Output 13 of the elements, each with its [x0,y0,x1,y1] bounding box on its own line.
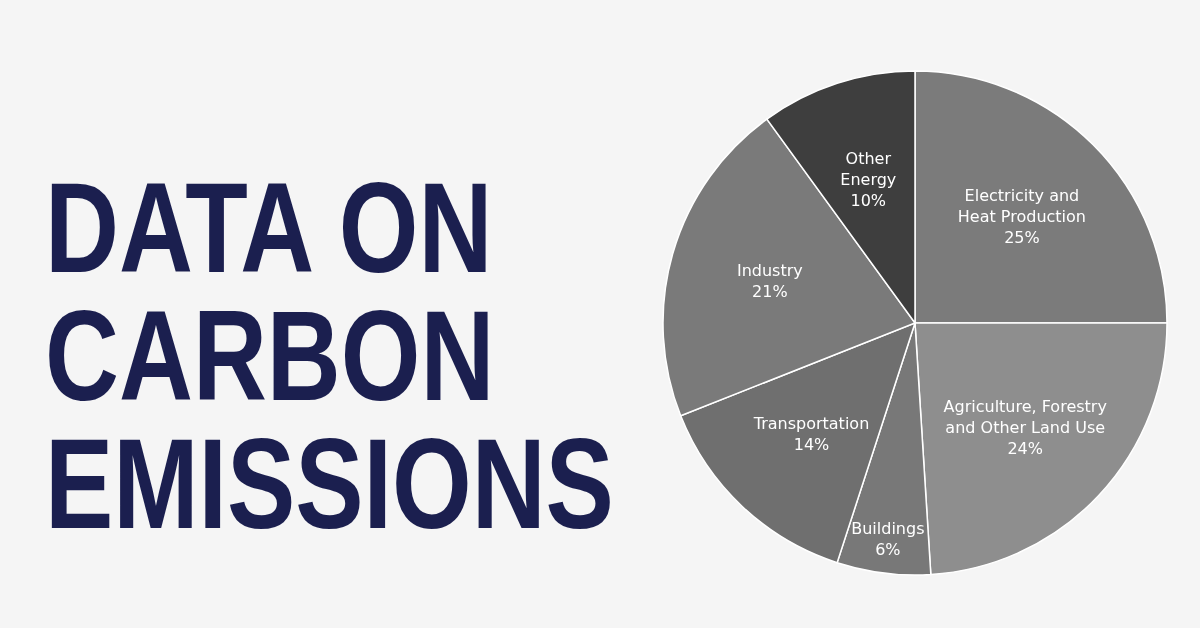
text: DATA ON CARBON EMISSIONS [45,156,614,556]
data-label: 10% [850,191,887,211]
data-label: 6% [875,539,901,559]
data-label: 14% [793,434,830,454]
slice-label: Other Energy [840,149,897,190]
slice-label: Industry [736,261,803,281]
slice-label: Electricity and Heat Production [957,186,1086,227]
slice-label: Agriculture, Forestry and Other Land Use [943,396,1107,437]
data-label: 25% [1004,228,1040,248]
slice-label: Transportation [752,413,870,433]
data-label: 21% [752,282,788,302]
slice-label: Buildings [851,518,925,538]
data-label: 24% [1007,438,1043,458]
